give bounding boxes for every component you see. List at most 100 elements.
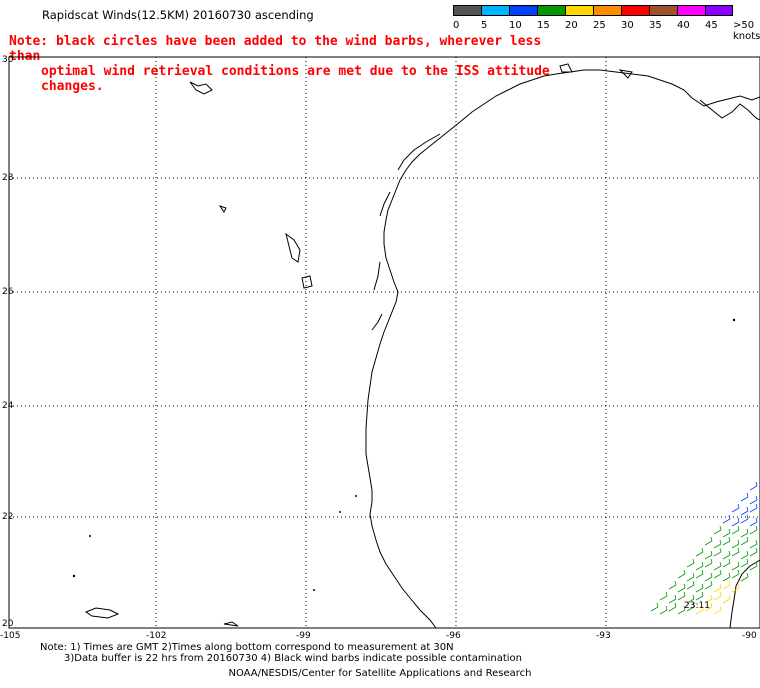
wind-barb [731,569,740,579]
wind-barb [713,569,722,579]
wind-barb [695,605,704,615]
footer-note-2: 3)Data buffer is 22 hrs from 20160730 4)… [64,653,522,664]
wind-barb [740,528,749,538]
wind-barb [704,558,713,568]
legend-swatch-5 [593,5,621,16]
barrier-islands [371,133,441,331]
wind-barb [695,547,704,557]
wind-barb [713,583,722,593]
wind-barb [749,539,758,549]
wind-barb [722,572,731,582]
wind-barb [740,558,749,568]
lon-label-90: -90 [742,631,757,641]
legend-swatch-6 [621,5,649,16]
footer-note-1: Note: 1) Times are GMT 2)Times along bot… [40,642,454,653]
small-islands [72,318,736,591]
footer-credit: NOAA/NESDIS/Center for Satellite Applica… [228,668,532,679]
wind-barb [749,481,758,491]
wind-barb [677,605,686,615]
wind-barb [677,591,686,601]
wind-barb [704,580,713,590]
wind-barb [731,539,740,549]
wind-barb [677,583,686,593]
wind-barb [749,525,758,535]
wind-barb [722,580,731,590]
wind-barb [695,561,704,571]
wind-barb [650,602,659,612]
wind-barb [686,602,695,612]
legend-swatch-2 [509,5,537,16]
lon-label-96: -96 [446,631,461,641]
yucatan-coastline [729,559,760,629]
wind-barb [668,580,677,590]
wind-barb [749,517,758,527]
wind-barb [704,572,713,582]
contamination-note: Note: black circles have been added to t… [9,34,569,94]
wind-speed-legend-labels: 0 5 10 15 20 25 30 35 40 45 >50 knots [453,20,760,42]
legend-label-5: 25 [593,20,606,31]
legend-label-8: 40 [677,20,690,31]
wind-barb [659,591,668,601]
wind-barb [713,561,722,571]
wind-barb [740,536,749,546]
wind-barb [686,594,695,604]
wind-speed-legend [453,5,733,16]
legend-label-4: 20 [565,20,578,31]
plot-frame [8,56,760,629]
wind-barb [659,605,668,615]
wind-barb [731,583,740,593]
wind-barb [731,547,740,557]
wind-barb [740,514,749,524]
legend-label-3: 15 [537,20,550,31]
lat-label-24: 24 [2,401,14,411]
wind-barb [695,591,704,601]
wind-barb [722,514,731,524]
wind-barb [740,506,749,516]
wind-barb [749,503,758,513]
wind-barb [686,558,695,568]
legend-swatch-0 [453,5,481,16]
wind-barb [713,539,722,549]
wind-barb [749,561,758,571]
graticule [9,57,760,628]
wind-barb [704,536,713,546]
wind-barb [749,495,758,505]
wind-barb [704,594,713,604]
legend-swatch-7 [649,5,677,16]
legend-swatch-3 [537,5,565,16]
legend-label-2: 10 [509,20,522,31]
map-title: Rapidscat Winds(12.5KM) 20160730 ascendi… [42,8,314,22]
legend-swatch-1 [481,5,509,16]
lat-label-28: 28 [2,173,14,183]
legend-label-6: 30 [621,20,634,31]
wind-barb [677,569,686,579]
wind-barb [668,602,677,612]
wind-barb [731,525,740,535]
mississippi-delta [699,99,760,121]
wind-barb-swath [650,481,758,615]
wind-barb [695,569,704,579]
wind-barb [713,525,722,535]
wind-barb [713,591,722,601]
lon-label-99: -99 [296,631,311,641]
wind-barb [704,550,713,560]
wind-barb [722,528,731,538]
wind-barb [731,503,740,513]
note-line-2: optimal wind retrieval conditions are me… [41,64,550,94]
lat-label-30: 30 [2,55,14,65]
wind-barb [740,572,749,582]
legend-label-1: 5 [481,20,488,31]
wind-barb [722,558,731,568]
lat-label-20: 20 [2,619,14,629]
wind-barb [722,550,731,560]
wind-barb [695,583,704,593]
wind-barb [731,517,740,527]
wind-barb [713,605,722,615]
gulf-coastline [365,69,760,629]
legend-label-0: 0 [453,20,460,31]
wind-barb [713,547,722,557]
legend-swatch-9 [705,5,733,16]
inland-lakes [84,63,633,627]
wind-barb [704,602,713,612]
